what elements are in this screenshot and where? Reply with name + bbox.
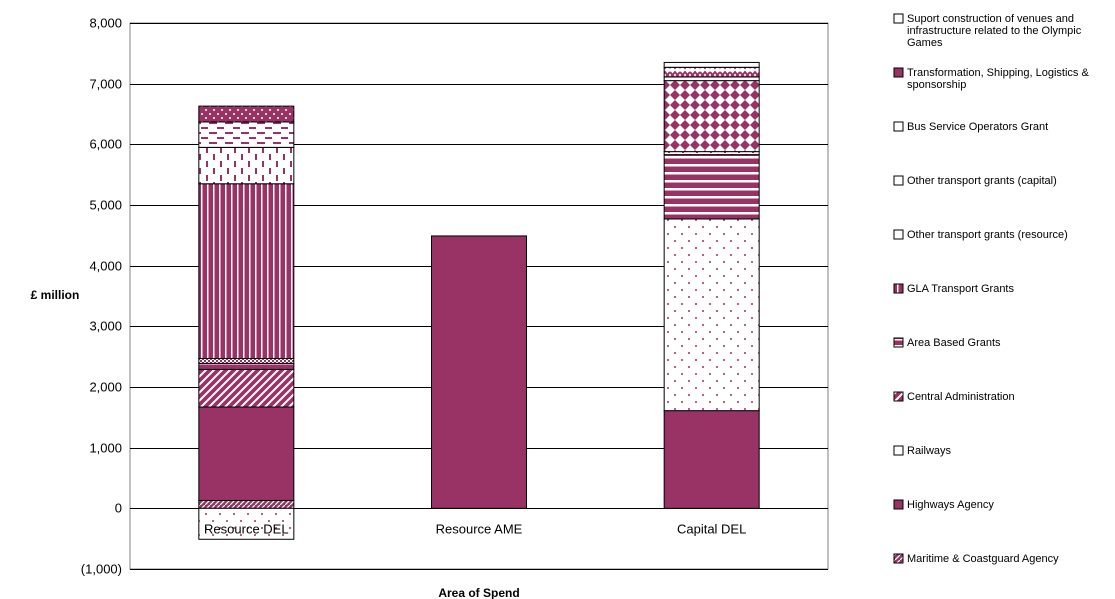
legend-swatch: [893, 229, 904, 240]
y-tick-label: 3,000: [89, 319, 122, 334]
legend: Suport construction of venues and infrast…: [893, 13, 1089, 565]
legend-label: Transformation, Shipping, Logistics & spo…: [907, 67, 1089, 91]
legend-entry: Suport construction of venues and infrast…: [893, 13, 1082, 49]
bar-segment: [198, 362, 295, 370]
legend-entry: Railways: [893, 445, 952, 457]
bar-segment: [198, 357, 295, 364]
legend-entry: Area Based Grants: [893, 337, 1001, 349]
legend-swatch: [893, 499, 904, 510]
y-tick-labels: (1,000) 0 1,000 2,000 3,000 4,000 5,000 6,000 7,…: [81, 16, 122, 577]
legend-label: GLA Transport Grants: [907, 283, 1014, 295]
legend-entry: Transformation, Shipping, Logistics & spo…: [893, 67, 1089, 91]
bar-segment: [198, 146, 295, 185]
legend-entry: Maritime & Coastguard Agency: [893, 553, 1059, 565]
x-axis-title: Area of Spend: [438, 586, 519, 599]
y-tick-label: 4,000: [89, 259, 122, 274]
bar-segment: [198, 105, 295, 123]
y-tick-label: 6,000: [89, 137, 122, 152]
bars: [198, 61, 760, 540]
y-tick-label: 7,000: [89, 77, 122, 92]
y-axis-title: £ million: [31, 288, 80, 302]
y-tick-label: 8,000: [89, 16, 122, 31]
bar-segment: [663, 61, 760, 68]
legend-entry: Other transport grants (capital): [893, 175, 1057, 187]
legend-swatch: [893, 391, 904, 402]
y-tick-label: 0: [115, 501, 122, 516]
bar-segment: [431, 235, 527, 509]
legend-label: Maritime & Coastguard Agency: [907, 553, 1059, 565]
x-tick-labels: Resource DEL Resource AME Capital DEL: [204, 521, 746, 536]
legend-label: Central Administration: [907, 391, 1015, 403]
x-tick-label: Capital DEL: [677, 521, 746, 536]
legend-label: Highways Agency: [907, 499, 994, 511]
y-tick-label: 5,000: [89, 198, 122, 213]
legend-swatch: [893, 121, 904, 132]
legend-swatch: [893, 175, 904, 186]
legend-label: Other transport grants (capital): [907, 175, 1057, 187]
legend-label: Bus Service Operators Grant: [907, 121, 1048, 133]
bar-segment: [663, 218, 760, 412]
bar-segment: [198, 499, 295, 509]
legend-swatch: [893, 13, 904, 24]
legend-label: Other transport grants (resource): [907, 229, 1068, 241]
bar-segment: [663, 66, 760, 78]
bar-segment: [198, 406, 295, 501]
bar-segment: [663, 80, 760, 153]
legend-entry: Highways Agency: [893, 499, 994, 511]
legend-swatch: [893, 67, 904, 78]
legend-swatch: [893, 337, 904, 348]
bar-segment: [198, 507, 295, 540]
legend-label: Railways: [907, 445, 952, 457]
bar-segment: [663, 410, 760, 509]
legend-label: Area Based Grants: [907, 337, 1001, 349]
legend-entry: GLA Transport Grants: [893, 283, 1014, 295]
x-tick-label: Resource DEL: [204, 521, 289, 536]
bar-segment: [198, 121, 295, 148]
legend-entry: Bus Service Operators Grant: [893, 121, 1048, 133]
legend-entry: Central Administration: [893, 391, 1015, 403]
legend-label: Suport construction of venues and infrast…: [907, 13, 1082, 49]
legend-entry: Other transport grants (resource): [893, 229, 1068, 241]
legend-swatch: [893, 445, 904, 456]
y-tick-label: (1,000): [81, 562, 122, 577]
bar-segment: [198, 183, 295, 359]
bar-segment: [663, 154, 760, 220]
x-tick-label: Resource AME: [436, 521, 523, 536]
bar-segment: [663, 76, 760, 82]
legend-swatch: [893, 553, 904, 564]
y-tick-label: 2,000: [89, 380, 122, 395]
legend-swatch: [893, 283, 904, 294]
y-tick-label: 1,000: [89, 441, 122, 456]
bar-segment: [198, 368, 295, 408]
